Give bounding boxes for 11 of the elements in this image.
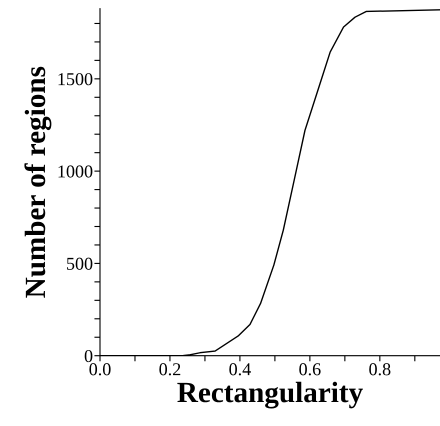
y-tick-label: 0 <box>84 350 92 362</box>
x-tick-label: 0.6 <box>299 363 321 376</box>
y-tick-label: 500 <box>67 258 92 270</box>
x-axis-title: Rectangularity <box>177 382 363 408</box>
x-tick-label: 0.2 <box>159 363 180 376</box>
x-tick-label: 0.0 <box>89 363 111 376</box>
y-axis-title: Number of regions <box>24 66 52 298</box>
y-tick-label: 1000 <box>58 165 92 178</box>
x-tick-label: 0.8 <box>369 363 390 376</box>
x-tick-label: 0.4 <box>229 363 251 376</box>
y-tick-label: 1500 <box>58 73 92 86</box>
